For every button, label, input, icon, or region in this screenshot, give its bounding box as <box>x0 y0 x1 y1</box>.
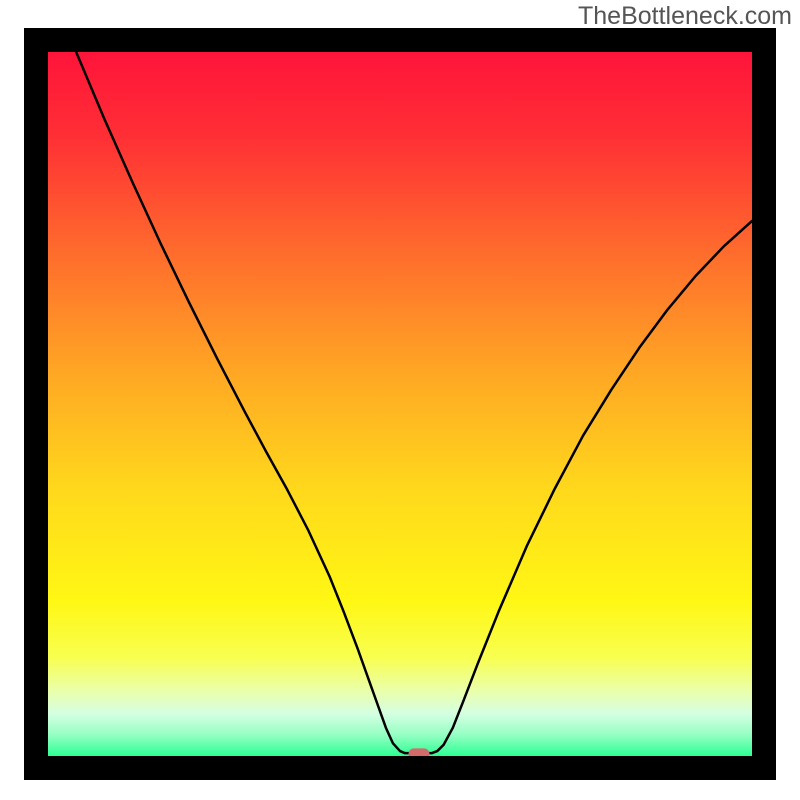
bottleneck-chart <box>0 0 800 800</box>
watermark-text: TheBottleneck.com <box>578 2 792 31</box>
plot-background <box>48 52 752 756</box>
figure-root: TheBottleneck.com <box>0 0 800 800</box>
